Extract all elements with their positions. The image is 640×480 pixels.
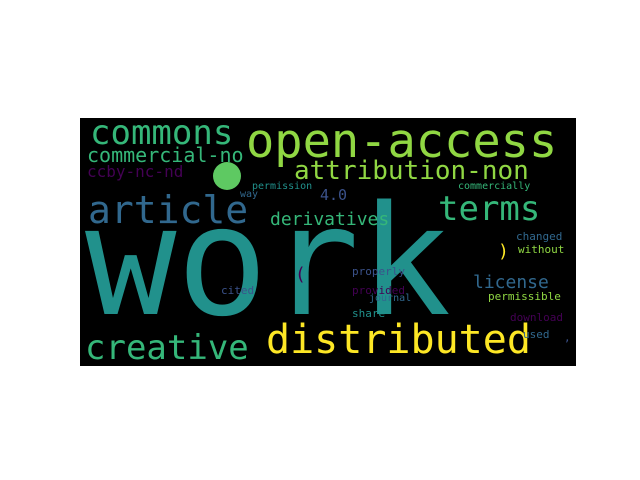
word-cloud-word: commercial-no	[87, 143, 244, 167]
word-cloud-word: (	[295, 264, 306, 285]
word-cloud-word: share	[352, 307, 386, 320]
word-cloud-word: used	[523, 328, 550, 341]
word-cloud-word: changed	[516, 230, 563, 243]
word-cloud-word: download	[510, 311, 563, 324]
word-cloud-word: way	[240, 189, 259, 200]
word-cloud-word: article	[88, 188, 249, 232]
word-cloud-word: properly	[352, 265, 405, 278]
word-cloud-word: journal	[369, 293, 412, 304]
dot	[213, 162, 241, 190]
word-cloud-word: distributed	[266, 317, 531, 363]
word-cloud-word: permission	[252, 181, 313, 192]
word-cloud-word: ,	[564, 331, 571, 344]
word-cloud-word: cited	[221, 284, 255, 297]
word-cloud-word: 4.0	[320, 186, 348, 204]
word-cloud-word: creative	[85, 328, 249, 366]
word-cloud-word: commons	[90, 118, 234, 153]
word-cloud: work open-access distributed creative articl…	[80, 118, 576, 366]
word-cloud-word: license	[473, 272, 549, 293]
word-cloud-word: open-access	[246, 118, 558, 169]
word-cloud-word: permissible	[488, 290, 561, 303]
word-cloud-word: work	[85, 173, 452, 350]
word-cloud-word: derivatives	[270, 209, 390, 230]
word-cloud-word: )	[498, 241, 509, 262]
word-cloud-word: provided	[352, 284, 405, 297]
word-cloud-word: without	[518, 243, 565, 256]
word-cloud-word: terms	[438, 189, 541, 229]
word-cloud-word: commercially	[458, 181, 531, 192]
word-cloud-word: ccby-nc-nd	[87, 162, 184, 181]
word-cloud-word: attribution-non	[294, 156, 529, 186]
